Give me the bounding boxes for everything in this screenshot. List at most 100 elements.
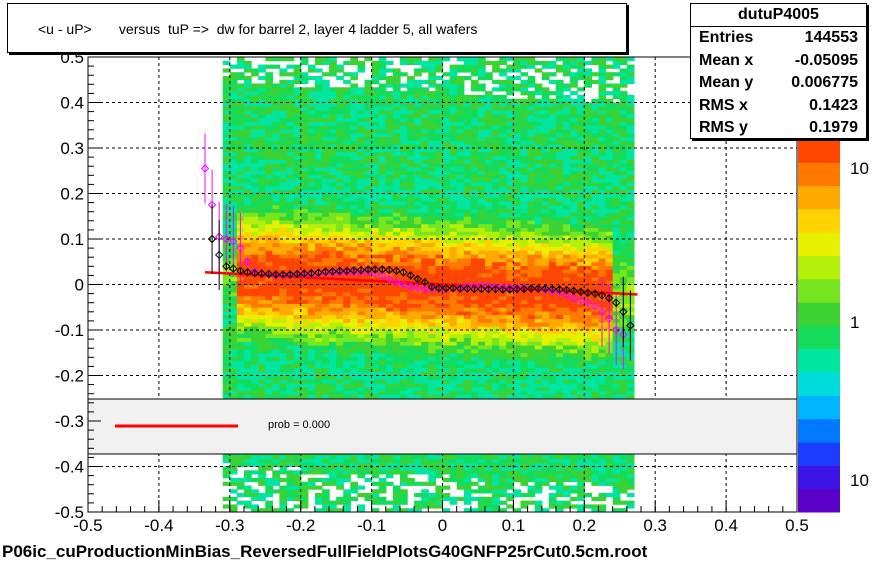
- heatmap-cell: [251, 216, 259, 221]
- heatmap-cell: [400, 386, 408, 392]
- heatmap-cell: [435, 322, 444, 327]
- heatmap-cell: [272, 258, 280, 263]
- heatmap-cell: [293, 129, 302, 134]
- heatmap-cell: [449, 246, 458, 251]
- heatmap-cell: [251, 235, 259, 240]
- heatmap-cell: [470, 379, 479, 384]
- heatmap-cell: [449, 235, 458, 240]
- heatmap-cell: [329, 223, 337, 228]
- heatmap-cell: [236, 94, 245, 100]
- heatmap-cell: [300, 333, 309, 338]
- heatmap-cell: [449, 64, 458, 69]
- heatmap-cell: [229, 178, 238, 183]
- heatmap-cell: [470, 208, 479, 213]
- heatmap-cell: [400, 174, 408, 179]
- heatmap-cell: [244, 170, 252, 175]
- heatmap-cell: [442, 193, 451, 198]
- heatmap-cell: [513, 163, 522, 168]
- heatmap-cell: [329, 189, 337, 194]
- heatmap-cell: [293, 227, 302, 232]
- heatmap-cell: [336, 239, 344, 244]
- heatmap-cell: [385, 292, 394, 297]
- heatmap-cell: [520, 212, 529, 217]
- heatmap-cell: [357, 322, 366, 327]
- heatmap-cell: [378, 345, 387, 350]
- heatmap-cell: [400, 322, 408, 327]
- heatmap-cell: [449, 231, 458, 236]
- heatmap-cell: [499, 178, 507, 183]
- heatmap-cell: [449, 280, 458, 285]
- heatmap-cell: [329, 98, 337, 103]
- heatmap-cell: [385, 197, 394, 202]
- heatmap-cell: [357, 170, 366, 175]
- heatmap-cell: [350, 239, 358, 244]
- heatmap-cell: [463, 148, 472, 153]
- heatmap-cell: [293, 276, 302, 282]
- heatmap-cell: [392, 314, 401, 319]
- heatmap-cell: [251, 455, 259, 460]
- heatmap-cell: [357, 60, 366, 65]
- heatmap-cell: [414, 72, 422, 77]
- heatmap-cell: [520, 311, 529, 316]
- heatmap-cell: [307, 265, 316, 270]
- heatmap-cell: [251, 68, 259, 73]
- heatmap-cell: [470, 269, 479, 274]
- heatmap-cell: [336, 102, 344, 107]
- heatmap-cell: [392, 201, 401, 206]
- heatmap-cell: [322, 227, 330, 232]
- heatmap-cell: [520, 140, 529, 145]
- heatmap-cell: [463, 295, 472, 301]
- heatmap-cell: [350, 227, 358, 232]
- heatmap-cell: [272, 326, 280, 331]
- heatmap-cell: [506, 189, 514, 194]
- heatmap-cell: [371, 314, 380, 319]
- heatmap-cell: [428, 292, 436, 297]
- heatmap-cell: [506, 223, 514, 228]
- heatmap-cell: [236, 144, 245, 149]
- heatmap-cell: [485, 113, 493, 119]
- heatmap-cell: [357, 390, 366, 395]
- heatmap-cell: [343, 182, 351, 187]
- heatmap-cell: [314, 322, 323, 327]
- heatmap-cell: [222, 125, 231, 130]
- heatmap-cell: [513, 220, 522, 225]
- heatmap-cell: [279, 167, 288, 172]
- heatmap-cell: [463, 345, 472, 350]
- heatmap-cell: [414, 57, 422, 62]
- heatmap-cell: [414, 201, 422, 206]
- heatmap-cell: [251, 379, 259, 384]
- heatmap-cell: [244, 318, 252, 323]
- heatmap-cell: [343, 102, 351, 107]
- heatmap-cell: [392, 356, 401, 361]
- heatmap-cell: [378, 280, 387, 285]
- heatmap-cell: [236, 91, 245, 96]
- heatmap-cell: [385, 307, 394, 312]
- heatmap-cell: [428, 360, 436, 365]
- heatmap-cell: [222, 132, 231, 137]
- heatmap-cell: [286, 364, 295, 369]
- heatmap-cell: [513, 265, 522, 270]
- heatmap-cell: [421, 466, 429, 471]
- heatmap-cell: [265, 148, 273, 153]
- heatmap-cell: [428, 462, 436, 467]
- heatmap-cell: [400, 333, 408, 338]
- heatmap-cell: [478, 383, 486, 388]
- heatmap-cell: [322, 496, 330, 501]
- heatmap-cell: [463, 125, 472, 130]
- heatmap-cell: [456, 106, 465, 111]
- heatmap-cell: [442, 364, 451, 369]
- heatmap-cell: [421, 500, 429, 505]
- heatmap-cell: [527, 337, 536, 342]
- heatmap-cell: [499, 129, 507, 134]
- heatmap-cell: [336, 322, 344, 327]
- heatmap-cell: [506, 64, 514, 69]
- heatmap-cell: [478, 341, 486, 346]
- heatmap-cell: [428, 102, 436, 107]
- heatmap-cell: [470, 246, 479, 251]
- heatmap-cell: [513, 60, 522, 65]
- heatmap-cell: [286, 292, 295, 297]
- heatmap-cell: [506, 167, 514, 172]
- heatmap-cell: [343, 250, 351, 255]
- heatmap-cell: [336, 288, 344, 293]
- heatmap-cell: [400, 276, 408, 282]
